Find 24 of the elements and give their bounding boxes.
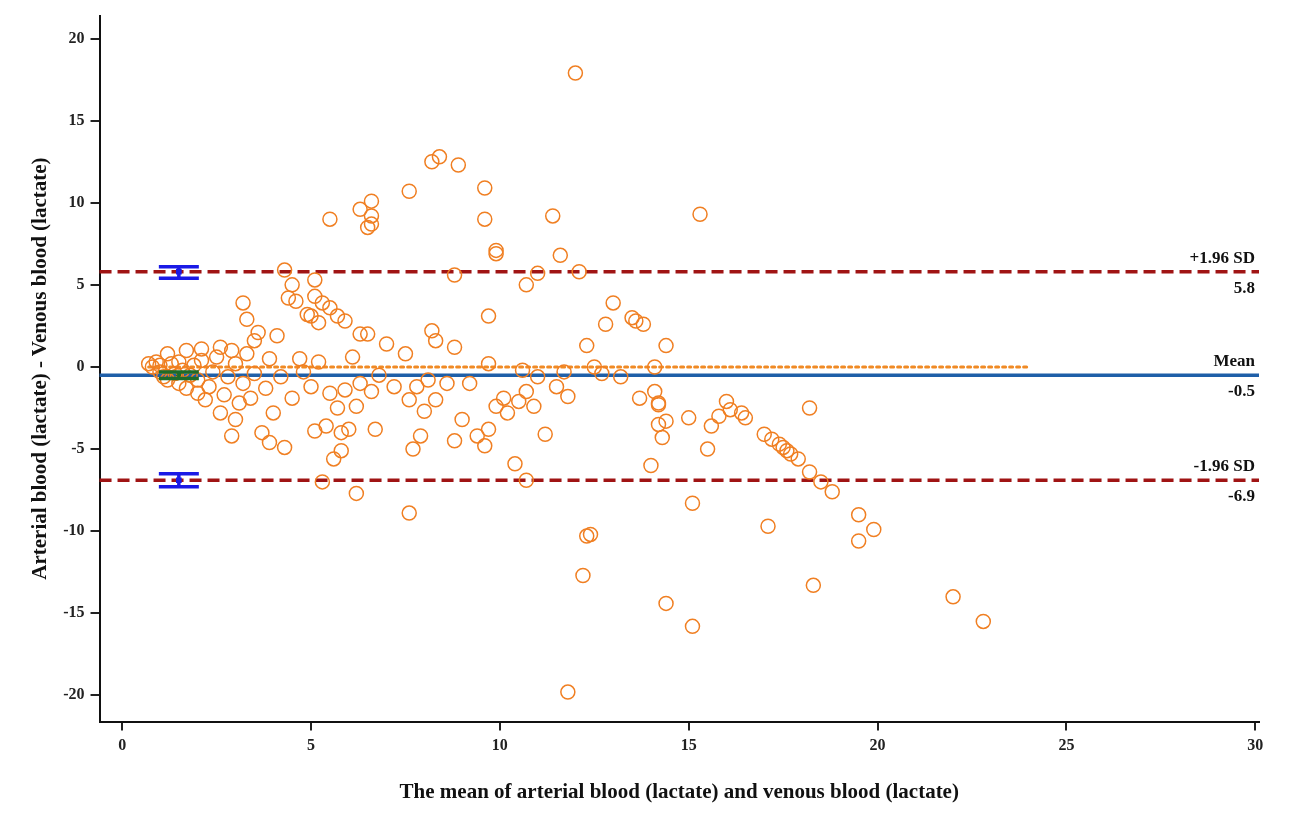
x-tick-label: 5 [307,736,316,754]
ref-line-label: Mean [1213,351,1256,371]
y-tick-label: 10 [68,192,85,210]
y-tick-label: 5 [76,275,85,293]
x-tick-label: 0 [118,736,127,754]
x-tick-label: 30 [1247,736,1264,754]
y-tick-label: -10 [63,521,85,539]
y-tick-label: -15 [63,603,85,621]
x-tick-label: 10 [491,736,508,754]
annotation: -6.9 [1228,486,1255,506]
ref-line-label: +1.96 SD [1189,247,1255,267]
y-tick-label: -5 [71,439,85,457]
y-tick-label: 0 [76,357,85,375]
x-tick-label: 15 [680,736,697,754]
y-tick-label: -20 [63,685,85,703]
annotation: -0.5 [1228,381,1255,401]
x-axis-title: The mean of arterial blood (lactate) and venous blood (lactate) [399,778,959,803]
y-tick-label: 15 [68,110,85,128]
x-tick-label: 25 [1058,736,1075,754]
y-axis-title: Arterial blood (lactate) - Venous blood (lactate) [27,157,52,580]
x-tick-label: 20 [869,736,886,754]
y-tick-label: 20 [68,28,85,46]
annotation: 5.8 [1233,277,1255,297]
ref-line-label: -1.96 SD [1193,456,1255,476]
